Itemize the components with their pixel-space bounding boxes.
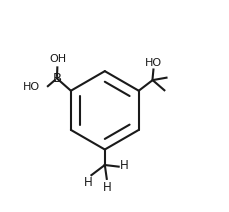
Text: H: H (83, 176, 92, 189)
Text: OH: OH (49, 54, 66, 64)
Text: HO: HO (23, 82, 40, 92)
Text: HO: HO (144, 58, 161, 68)
Text: H: H (103, 181, 112, 194)
Text: H: H (120, 159, 128, 172)
Text: B: B (52, 72, 61, 85)
